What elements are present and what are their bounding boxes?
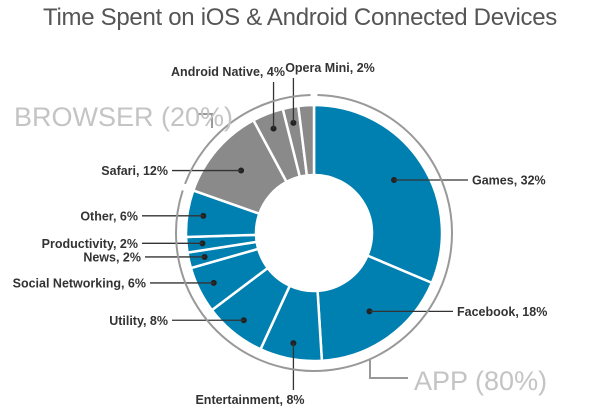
label-safari: Safari, 12% (101, 164, 168, 178)
slice-facebook (316, 253, 434, 363)
slice-unlabeled (296, 103, 316, 177)
app-bracket (369, 360, 408, 379)
browser-ring (184, 94, 311, 185)
label-opera-mini: Opera Mini, 2% (285, 61, 375, 75)
label-news: News, 2% (83, 250, 141, 264)
app-group-label: APP (80%) (414, 366, 547, 396)
slice-games (312, 103, 444, 285)
label-other: Other, 6% (80, 209, 138, 223)
label-productivity: Productivity, 2% (42, 237, 138, 251)
chart-title: Time Spent on iOS & Android Connected De… (43, 4, 557, 31)
label-entertainment: Entertainment, 8% (195, 393, 304, 407)
label-android-native: Android Native, 4% (171, 65, 285, 79)
browser-group-label: BROWSER (20%) (14, 102, 233, 132)
browser-bracket (198, 113, 213, 128)
label-facebook: Facebook, 18% (457, 305, 547, 319)
label-utility: Utility, 8% (109, 314, 168, 328)
label-social-networking: Social Networking, 6% (13, 276, 146, 290)
app-ring (175, 94, 453, 372)
label-games: Games, 32% (472, 173, 546, 187)
